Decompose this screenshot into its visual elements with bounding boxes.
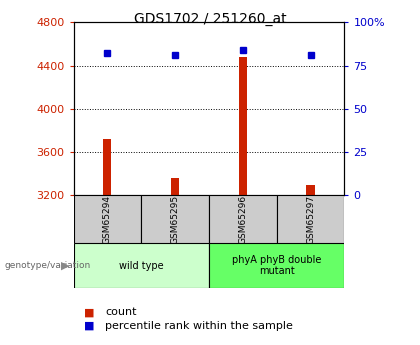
Bar — [209, 195, 277, 243]
Bar — [239, 57, 247, 195]
Bar — [209, 243, 344, 288]
Text: count: count — [105, 307, 136, 317]
Bar — [74, 243, 209, 288]
Text: GSM65295: GSM65295 — [171, 195, 180, 244]
Text: GDS1702 / 251260_at: GDS1702 / 251260_at — [134, 12, 286, 26]
Bar — [307, 185, 315, 195]
Text: wild type: wild type — [119, 261, 163, 270]
Bar — [74, 195, 141, 243]
Text: genotype/variation: genotype/variation — [4, 261, 90, 270]
Bar — [103, 139, 111, 195]
Text: GSM65296: GSM65296 — [238, 195, 247, 244]
Text: percentile rank within the sample: percentile rank within the sample — [105, 321, 293, 331]
Text: GSM65297: GSM65297 — [306, 195, 315, 244]
Text: ■: ■ — [84, 307, 94, 317]
Text: ■: ■ — [84, 321, 94, 331]
Bar — [277, 195, 344, 243]
Text: GSM65294: GSM65294 — [103, 195, 112, 244]
Bar — [141, 195, 209, 243]
Text: ▶: ▶ — [61, 261, 69, 270]
Text: phyA phyB double
mutant: phyA phyB double mutant — [232, 255, 321, 276]
Bar — [171, 178, 179, 195]
